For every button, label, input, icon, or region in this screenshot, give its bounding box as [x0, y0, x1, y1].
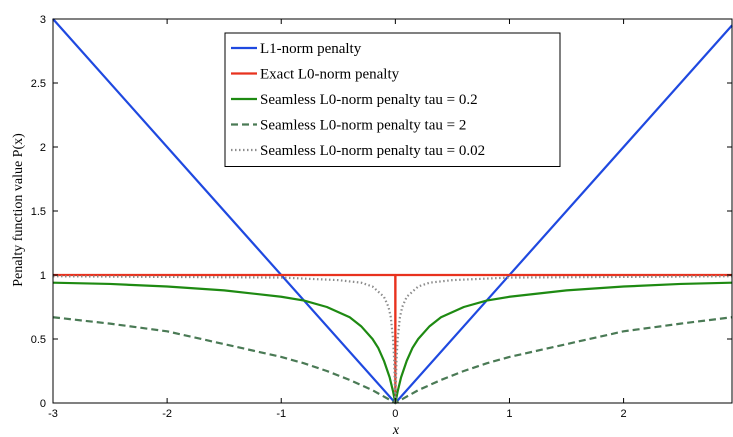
y-axis-label: Penalty function value P(x)	[11, 133, 26, 287]
legend: L1-norm penalty Exact L0-norm penalty Seam…	[224, 32, 561, 167]
x-axis-label: x	[392, 423, 400, 437]
x-tick-label: 0	[392, 408, 398, 420]
series-line-2	[53, 273, 732, 405]
x-tick-label: -3	[48, 408, 58, 420]
y-tick-label: 1.5	[31, 206, 46, 218]
x-tick-label: 2	[621, 408, 627, 420]
x-tick-label: -2	[162, 408, 172, 420]
y-tick-label: 2	[40, 142, 46, 154]
y-tick-label: 1	[40, 270, 46, 282]
y-tick-label: 2.5	[31, 78, 46, 90]
series-line-5	[52, 275, 733, 405]
x-tick-label: 1	[506, 408, 512, 420]
y-tick-label: 0.5	[31, 334, 46, 346]
y-tick-label: 0	[40, 398, 46, 410]
y-tick-label: 3	[40, 14, 46, 26]
legend-label-3: Seamless L0-norm penalty tau = 0.2	[260, 92, 478, 108]
legend-label-4: Seamless L0-norm penalty tau = 2	[260, 118, 466, 134]
legend-label-1: L1-norm penalty	[260, 41, 362, 57]
legend-label-5: Seamless L0-norm penalty tau = 0.02	[260, 143, 485, 159]
legend-box	[224, 32, 561, 167]
x-tick-label: -1	[276, 408, 286, 420]
series-line-3	[52, 281, 733, 405]
legend-label-2: Exact L0-norm penalty	[260, 67, 400, 83]
ticks-layer: -3 -2 -1 0 1 2 0 0.5 1 1.5 2 2.5 3	[31, 14, 732, 420]
